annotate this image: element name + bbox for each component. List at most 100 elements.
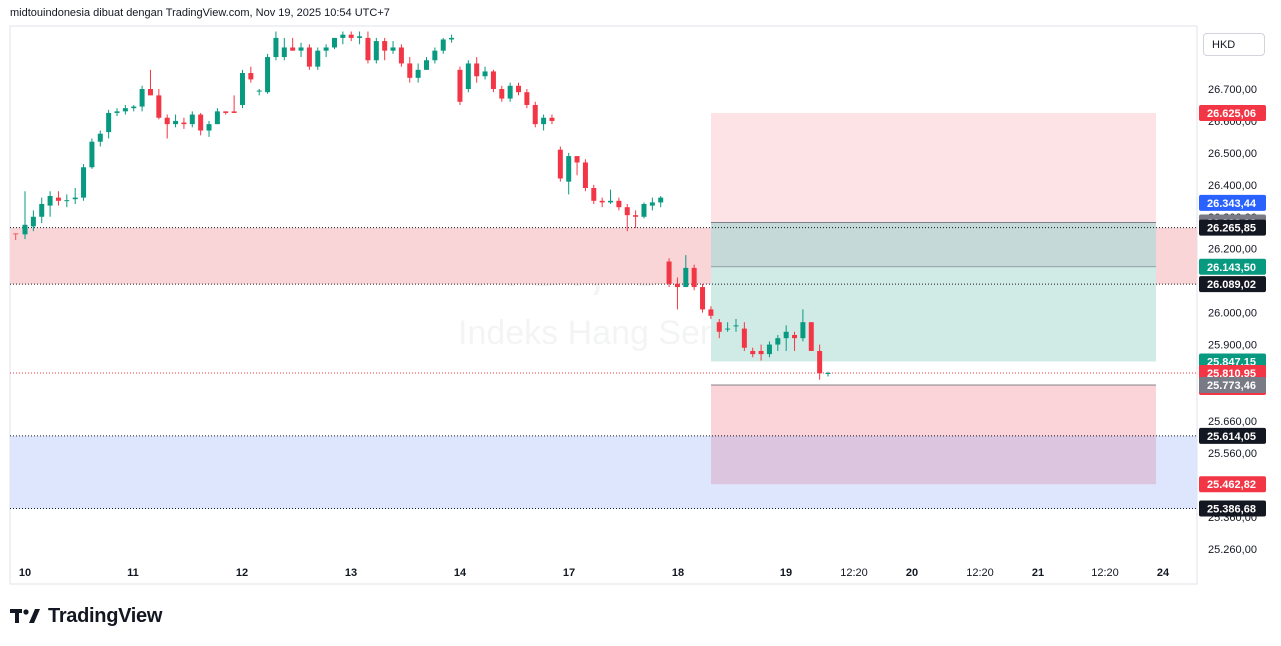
time-tick-label: 12:20 [966, 567, 994, 579]
candle-body [156, 95, 162, 118]
candle [173, 114, 179, 128]
candle [365, 31, 371, 64]
time-tick-label: 20 [906, 567, 918, 579]
candle-body [708, 309, 714, 316]
candle-body [164, 117, 170, 125]
price-tick-label: 25.260,00 [1208, 544, 1257, 556]
candle [499, 85, 505, 102]
candle-body [424, 60, 429, 70]
candle-body [89, 141, 95, 168]
candle [47, 191, 53, 217]
candle [357, 31, 363, 45]
candle-body [783, 331, 789, 339]
tradingview-logo-icon [10, 609, 40, 623]
price-level-tag: 25.462,82 [1199, 476, 1266, 493]
candle-body [800, 322, 806, 339]
candle [591, 184, 597, 204]
price-level-bg [1199, 104, 1266, 121]
candle [691, 264, 697, 291]
candle-body [81, 167, 87, 198]
candle-body [649, 202, 655, 206]
candle-body [181, 122, 187, 125]
candle-body [373, 41, 379, 61]
candles-layer [22, 31, 831, 380]
currency-button[interactable]: HKD [1203, 33, 1265, 56]
candle [649, 197, 655, 211]
candle-body [490, 71, 496, 89]
price-level-tag: 26.265,85 [1199, 219, 1266, 236]
time-tick-label: 12:20 [840, 567, 868, 579]
candle-body [474, 63, 480, 77]
candle [114, 108, 120, 117]
candle [97, 130, 103, 147]
candle-body [457, 69, 463, 102]
price-tick-label: 26.400,00 [1208, 180, 1257, 192]
candle [223, 111, 229, 115]
candle [39, 197, 45, 224]
candle [156, 89, 162, 120]
candle-body [306, 47, 312, 67]
candle [741, 322, 747, 351]
candle-body [440, 39, 446, 51]
candle [783, 325, 789, 351]
candle-body [741, 328, 747, 348]
overlap-zone [711, 222, 1156, 267]
candle-body [248, 73, 254, 80]
entry-zone [711, 222, 1156, 362]
candle [30, 210, 36, 232]
time-tick-label: 18 [672, 567, 684, 579]
chart-attribution: midtouindonesia dibuat dengan TradingVie… [10, 7, 390, 19]
time-axis[interactable]: 10 11 12 13 14 17 18 19 12:20 20 12:20 21 12:20 24 [19, 567, 1170, 579]
price-level-bg [1199, 427, 1266, 444]
candle [106, 109, 112, 139]
candle [382, 37, 388, 61]
time-tick-label: 12 [236, 567, 248, 579]
candle [81, 164, 87, 201]
candle-body [432, 50, 438, 61]
candle [64, 194, 70, 208]
price-level-value: 25.462,82 [1207, 479, 1256, 491]
candle-body [482, 71, 488, 77]
candle [281, 37, 287, 61]
candle [624, 204, 630, 232]
tradingview-logo[interactable]: TradingView [10, 603, 162, 629]
candle-body [758, 350, 764, 355]
candle [306, 44, 312, 70]
candle [750, 347, 756, 358]
candle [164, 114, 170, 139]
candle-body [582, 162, 588, 189]
candle [248, 66, 254, 83]
candle [298, 42, 304, 58]
candle-body [122, 108, 128, 112]
candle [532, 101, 538, 128]
candle-body [357, 36, 363, 38]
candle-body [808, 322, 814, 351]
candle-body [390, 47, 396, 51]
time-tick-label: 21 [1032, 567, 1044, 579]
candle [290, 37, 296, 51]
candle [557, 146, 563, 182]
candle-body [106, 112, 112, 133]
candle-body [189, 114, 195, 125]
description-watermark: Indeks Hang Seng [458, 314, 738, 353]
candle [373, 37, 379, 64]
price-level-bg [1199, 376, 1266, 393]
candle-body [775, 338, 781, 345]
candle-body [766, 344, 772, 355]
candle [616, 197, 622, 211]
candle [775, 334, 781, 351]
candle [198, 112, 204, 136]
candle-body [507, 85, 513, 99]
price-level-bg [1199, 194, 1266, 211]
candle [398, 44, 404, 67]
price-axis[interactable]: 26.700,0026.600,0026.500,0026.400,0026.3… [1208, 84, 1257, 556]
candle-body [47, 196, 53, 206]
candle [139, 85, 145, 112]
candle [482, 66, 488, 80]
price-level-bg [1199, 500, 1266, 517]
candle-body [290, 47, 296, 51]
candle-body [658, 197, 664, 203]
candle-body [139, 89, 145, 107]
candle [758, 344, 764, 361]
